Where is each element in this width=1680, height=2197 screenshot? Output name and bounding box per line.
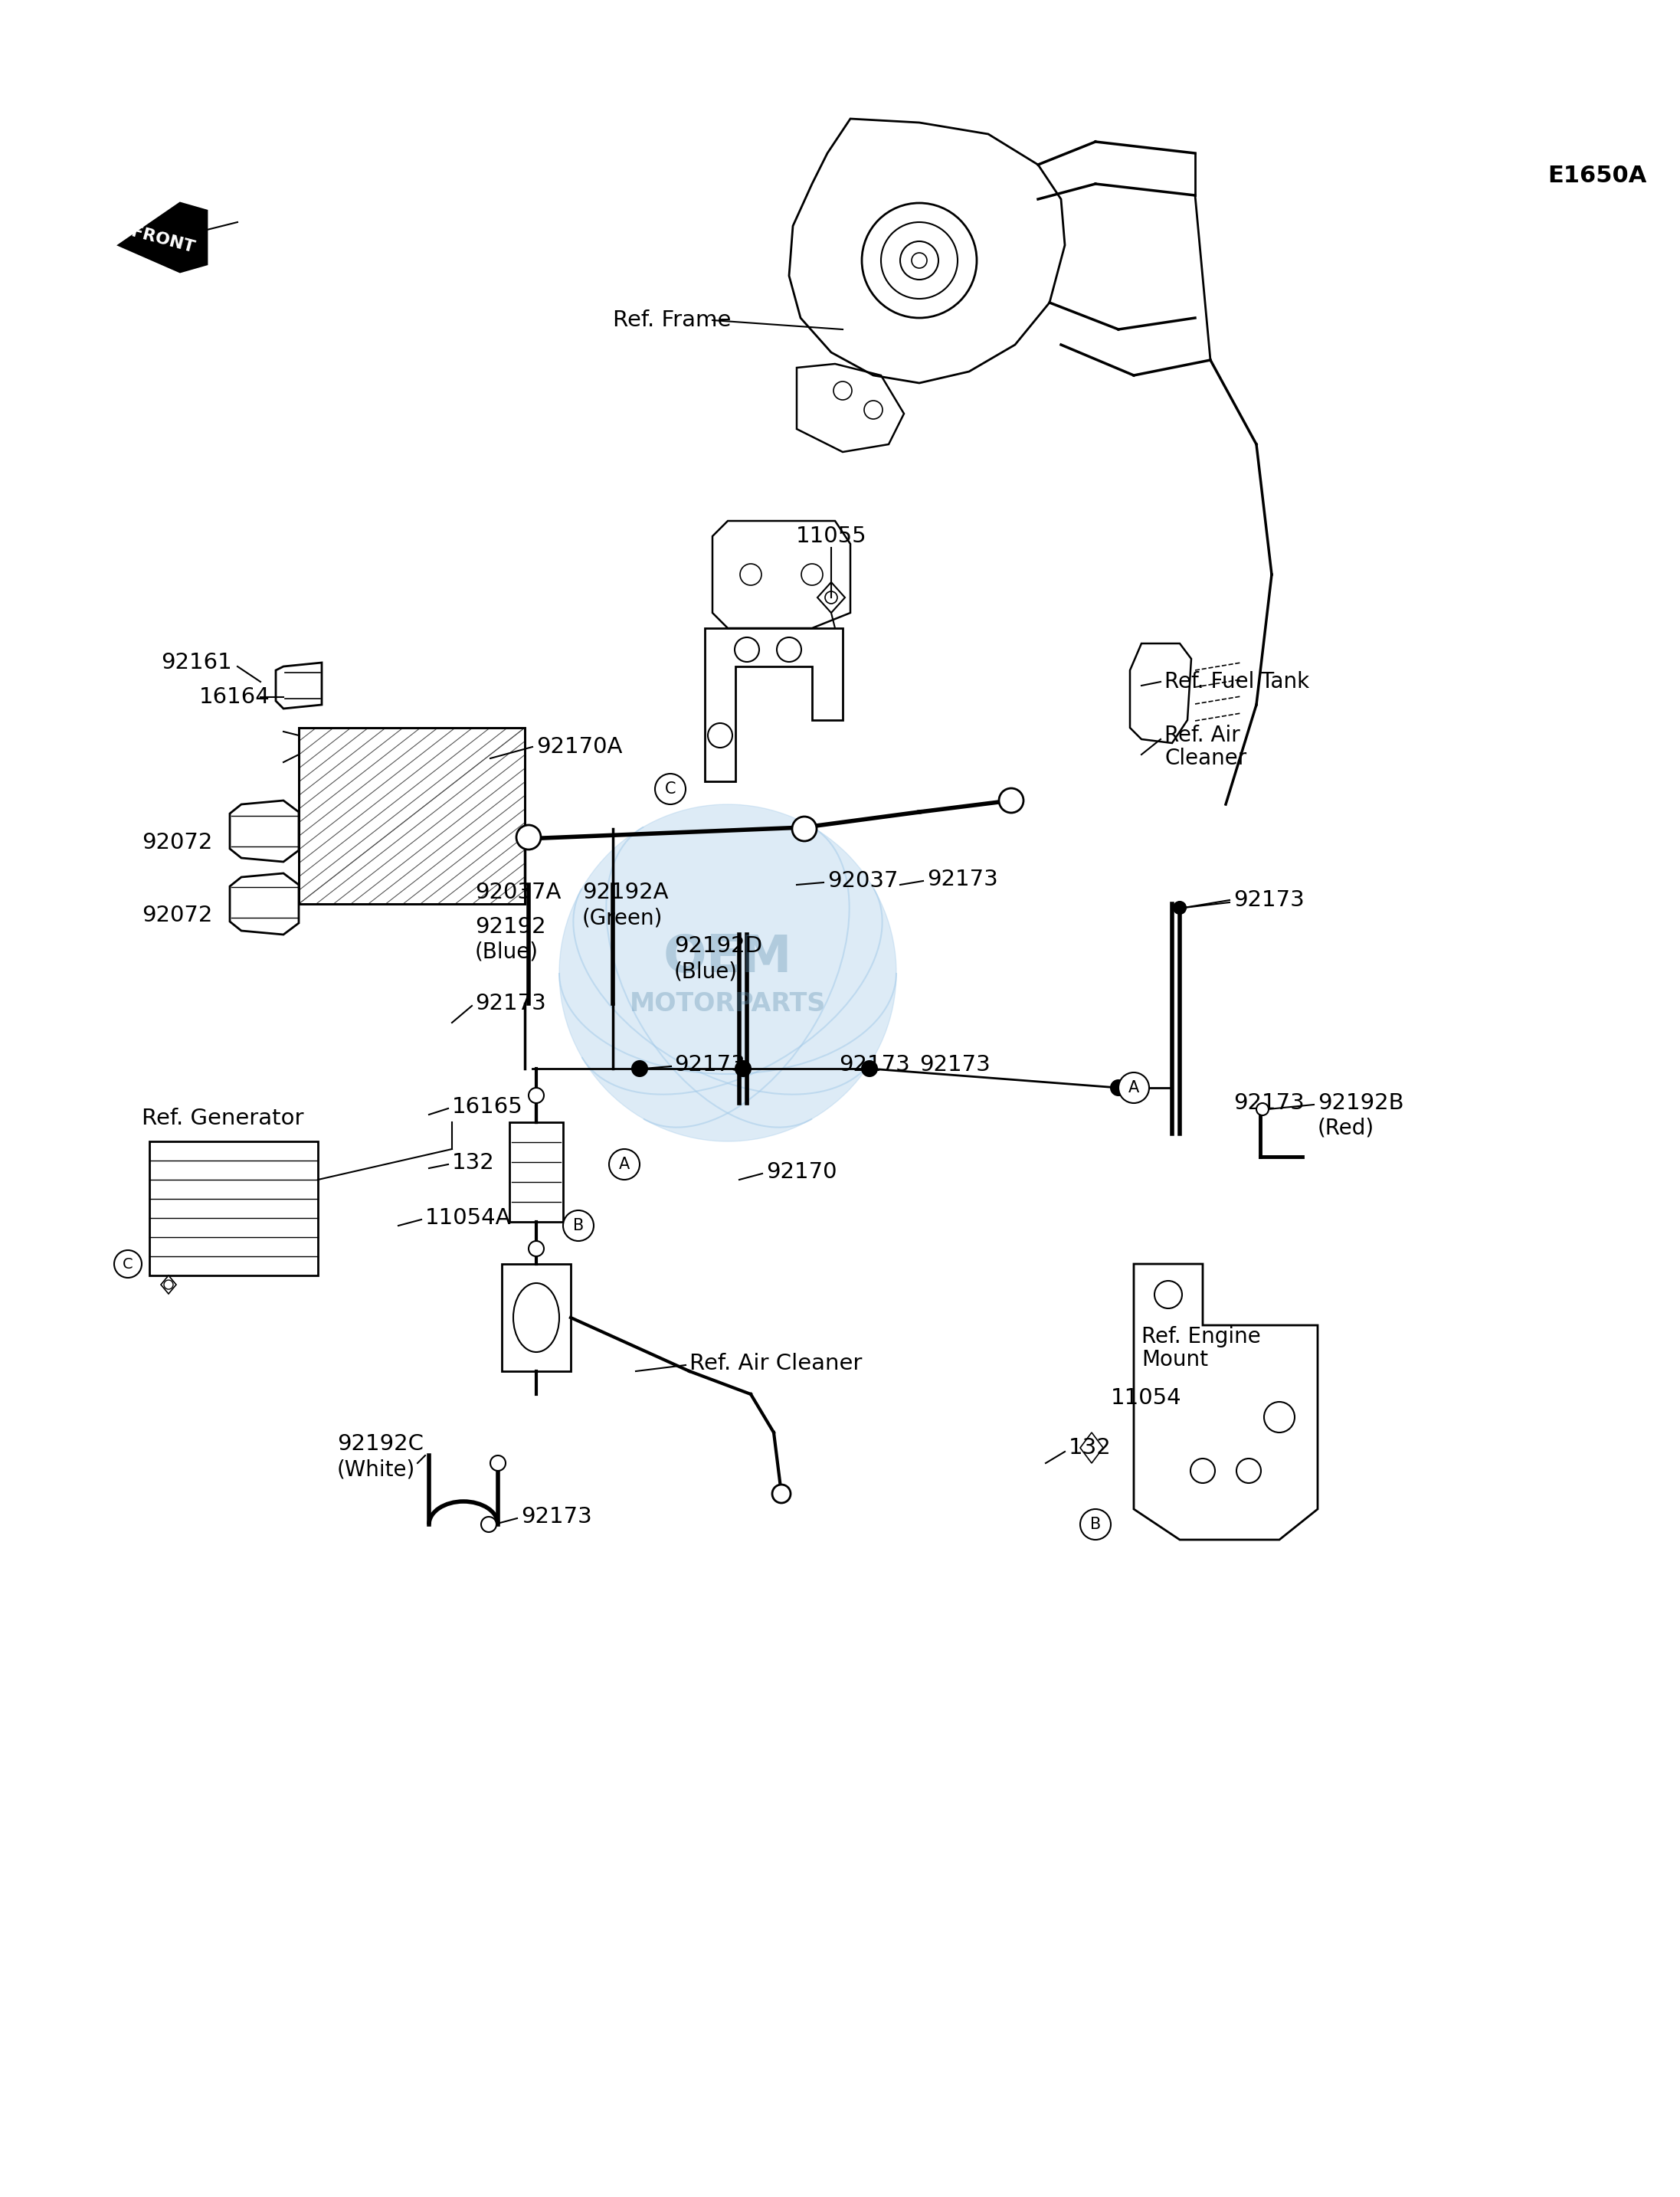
Text: 92037: 92037 (827, 870, 899, 892)
Text: 132: 132 (452, 1151, 494, 1173)
Text: 11055: 11055 (796, 525, 867, 547)
Text: Ref. Air Cleaner: Ref. Air Cleaner (689, 1353, 862, 1375)
Polygon shape (1080, 1432, 1104, 1463)
Text: (Red): (Red) (1317, 1118, 1374, 1138)
Circle shape (632, 1061, 647, 1077)
Text: (Green): (Green) (583, 907, 664, 929)
Polygon shape (119, 202, 207, 272)
Text: 92192B: 92192B (1317, 1092, 1404, 1114)
Text: Mount: Mount (1141, 1349, 1208, 1371)
Circle shape (491, 1454, 506, 1470)
Text: E1650A: E1650A (1547, 165, 1646, 187)
Text: 92173: 92173 (919, 1055, 990, 1077)
Text: 11054A: 11054A (425, 1208, 511, 1228)
Circle shape (793, 817, 816, 841)
Text: 132: 132 (1068, 1437, 1112, 1459)
Text: C: C (123, 1257, 133, 1272)
Circle shape (563, 1211, 593, 1241)
Text: 92072: 92072 (141, 833, 212, 852)
Text: 92173: 92173 (927, 868, 998, 890)
Text: 92072: 92072 (141, 905, 212, 927)
Circle shape (655, 773, 685, 804)
Text: OEM: OEM (664, 932, 793, 982)
Text: 92192: 92192 (475, 916, 546, 938)
Bar (150, 1142, 318, 1276)
Bar (299, 727, 524, 903)
Circle shape (480, 1516, 496, 1531)
Bar (502, 1263, 571, 1371)
Text: 92192C: 92192C (338, 1432, 423, 1454)
Bar (299, 727, 524, 903)
Text: 16165: 16165 (452, 1096, 522, 1118)
Circle shape (1119, 1072, 1149, 1103)
Text: Ref. Fuel Tank: Ref. Fuel Tank (1164, 670, 1309, 692)
Text: 92192A: 92192A (583, 881, 669, 903)
Circle shape (862, 1061, 877, 1077)
Text: 92173: 92173 (674, 1055, 746, 1077)
Circle shape (516, 826, 541, 850)
Text: A: A (1129, 1081, 1139, 1096)
Circle shape (1174, 901, 1186, 914)
Text: (Blue): (Blue) (475, 943, 539, 962)
Text: B: B (1090, 1516, 1100, 1531)
Polygon shape (161, 1276, 176, 1294)
Text: Ref. Air: Ref. Air (1164, 725, 1240, 747)
Text: 92170A: 92170A (536, 736, 622, 758)
Text: FRONT: FRONT (129, 224, 197, 255)
Text: 92037A: 92037A (475, 881, 561, 903)
Text: (Blue): (Blue) (674, 960, 738, 982)
Text: Ref. Engine: Ref. Engine (1141, 1327, 1260, 1347)
Circle shape (610, 1149, 640, 1180)
Text: 92170: 92170 (766, 1162, 837, 1182)
Circle shape (1000, 789, 1023, 813)
Text: B: B (573, 1217, 585, 1233)
Text: MOTORPARTS: MOTORPARTS (630, 991, 827, 1017)
Text: 92192D: 92192D (674, 936, 763, 956)
Circle shape (1257, 1103, 1268, 1116)
Bar (509, 1123, 563, 1222)
Text: 92173: 92173 (1233, 890, 1304, 912)
Text: (White): (White) (338, 1459, 415, 1481)
Text: 92173: 92173 (475, 993, 546, 1015)
Text: C: C (665, 782, 675, 798)
Circle shape (529, 1241, 544, 1257)
Text: 11054: 11054 (1110, 1386, 1181, 1408)
Circle shape (1110, 1081, 1126, 1096)
Text: 92161: 92161 (161, 653, 232, 672)
Text: 16164: 16164 (200, 685, 270, 707)
Text: Ref. Generator: Ref. Generator (141, 1107, 304, 1129)
Circle shape (773, 1485, 791, 1503)
Text: A: A (618, 1156, 630, 1171)
Text: 92173: 92173 (838, 1055, 911, 1077)
Text: Cleaner: Cleaner (1164, 747, 1247, 769)
Text: 92173: 92173 (521, 1505, 591, 1527)
Text: 92173: 92173 (1233, 1092, 1304, 1114)
Circle shape (736, 1061, 751, 1077)
Circle shape (559, 804, 897, 1142)
Circle shape (114, 1250, 141, 1279)
Text: Ref. Frame: Ref. Frame (613, 310, 731, 332)
Circle shape (1080, 1509, 1110, 1540)
Circle shape (529, 1088, 544, 1103)
